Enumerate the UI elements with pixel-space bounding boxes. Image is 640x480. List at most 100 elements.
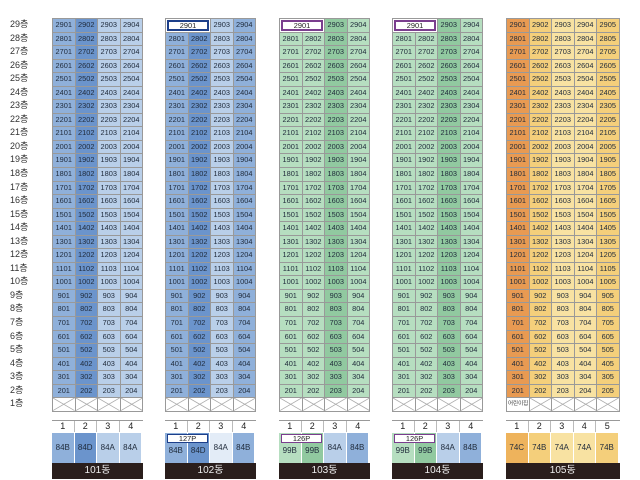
unit-cell[interactable]: 1504 — [120, 208, 143, 223]
unit-cell[interactable]: 903 — [325, 289, 348, 304]
unit-cell[interactable]: 603 — [98, 330, 121, 345]
unit-cell[interactable]: 2901 — [166, 19, 211, 33]
unit-cell[interactable]: 304 — [120, 371, 143, 385]
unit-cell[interactable]: 803 — [325, 303, 348, 318]
unit-cell[interactable]: 402 — [415, 357, 438, 372]
unit-cell[interactable]: 502 — [302, 344, 325, 358]
unit-cell[interactable]: 1802 — [188, 168, 211, 182]
unit-cell[interactable]: 2504 — [347, 73, 370, 87]
unit-cell[interactable]: 203 — [325, 384, 348, 399]
combined-unit-box[interactable]: 2901 — [394, 20, 436, 31]
unit-cell[interactable]: 902 — [415, 289, 438, 304]
unit-cell[interactable]: 2802 — [529, 32, 552, 47]
unit-cell[interactable]: 2304 — [120, 100, 143, 114]
unit-cell[interactable]: 1002 — [75, 276, 98, 290]
unit-cell[interactable]: 1601 — [166, 195, 189, 209]
unit-cell[interactable]: 2804 — [574, 32, 597, 47]
unit-cell[interactable]: 1302 — [188, 235, 211, 250]
unit-cell[interactable]: 1903 — [325, 154, 348, 169]
unit-cell[interactable]: 1503 — [211, 208, 234, 223]
unit-cell[interactable]: 603 — [325, 330, 348, 345]
unit-cell[interactable]: 403 — [552, 357, 575, 372]
unit-cell[interactable]: 1102 — [188, 262, 211, 277]
unit-cell[interactable]: 504 — [460, 344, 483, 358]
unit-cell[interactable]: 1103 — [98, 262, 121, 277]
unit-cell[interactable]: 704 — [120, 317, 143, 331]
unit-cell[interactable]: 2304 — [460, 100, 483, 114]
unit-cell[interactable]: 2401 — [507, 86, 530, 101]
unit-cell[interactable]: 2404 — [233, 86, 256, 101]
unit-cell[interactable]: 2802 — [188, 32, 211, 47]
unit-cell[interactable]: 501 — [393, 344, 416, 358]
unit-cell[interactable]: 504 — [347, 344, 370, 358]
unit-cell[interactable]: 1701 — [280, 181, 303, 196]
unit-cell[interactable]: 204 — [347, 384, 370, 399]
unit-cell[interactable]: 801 — [166, 303, 189, 318]
unit-cell[interactable]: 704 — [460, 317, 483, 331]
unit-cell[interactable]: 1404 — [460, 222, 483, 236]
unit-cell[interactable]: 1503 — [552, 208, 575, 223]
unit-cell[interactable]: 2803 — [438, 32, 461, 47]
unit-cell[interactable]: 2901 — [393, 19, 438, 33]
unit-cell[interactable]: 2602 — [75, 59, 98, 74]
unit-cell[interactable]: 802 — [415, 303, 438, 318]
unit-cell[interactable]: 1402 — [415, 222, 438, 236]
unit-cell[interactable]: 2404 — [460, 86, 483, 101]
unit-cell[interactable]: 1402 — [188, 222, 211, 236]
unit-cell[interactable]: 505 — [597, 344, 620, 358]
unit-cell[interactable]: 2601 — [166, 59, 189, 74]
unit-cell[interactable]: 504 — [574, 344, 597, 358]
unit-cell[interactable]: 303 — [211, 371, 234, 385]
unit-cell[interactable]: 2403 — [98, 86, 121, 101]
unit-cell[interactable]: 503 — [438, 344, 461, 358]
unit-cell[interactable]: 2201 — [166, 113, 189, 128]
unit-cell[interactable]: 703 — [211, 317, 234, 331]
unit-cell[interactable]: 2101 — [507, 127, 530, 141]
unit-cell[interactable]: 2204 — [233, 113, 256, 128]
unit-cell[interactable]: 1703 — [98, 181, 121, 196]
unit-cell[interactable]: 403 — [438, 357, 461, 372]
unit-cell[interactable]: 2701 — [393, 46, 416, 60]
unit-cell[interactable]: 604 — [120, 330, 143, 345]
unit-cell[interactable]: 1101 — [393, 262, 416, 277]
unit-cell[interactable]: 405 — [597, 357, 620, 372]
unit-cell[interactable]: 2003 — [211, 140, 234, 155]
unit-cell[interactable]: 602 — [75, 330, 98, 345]
unit-cell[interactable]: 2203 — [552, 113, 575, 128]
unit-cell[interactable]: 1403 — [211, 222, 234, 236]
unit-cell[interactable]: 2301 — [280, 100, 303, 114]
unit-cell[interactable]: 2701 — [280, 46, 303, 60]
unit-cell[interactable]: 2502 — [302, 73, 325, 87]
unit-cell[interactable]: 901 — [393, 289, 416, 304]
unit-cell[interactable]: 403 — [325, 357, 348, 372]
unit-cell[interactable]: 604 — [233, 330, 256, 345]
unit-cell[interactable]: 802 — [302, 303, 325, 318]
unit-cell[interactable]: 803 — [552, 303, 575, 318]
unit-cell[interactable]: 2401 — [53, 86, 76, 101]
unit-cell[interactable]: 2803 — [98, 32, 121, 47]
unit-cell[interactable]: 804 — [233, 303, 256, 318]
unit-cell[interactable]: 1501 — [280, 208, 303, 223]
unit-cell[interactable]: 2301 — [393, 100, 416, 114]
unit-cell[interactable]: 2003 — [325, 140, 348, 155]
unit-cell[interactable]: 1403 — [552, 222, 575, 236]
unit-cell[interactable]: 1603 — [552, 195, 575, 209]
unit-cell[interactable]: 1805 — [597, 168, 620, 182]
unit-cell[interactable]: 701 — [53, 317, 76, 331]
unit-cell[interactable]: 1703 — [325, 181, 348, 196]
unit-cell[interactable]: 2604 — [574, 59, 597, 74]
unit-cell[interactable]: 204 — [233, 384, 256, 399]
unit-cell[interactable]: 2302 — [415, 100, 438, 114]
unit-cell[interactable]: 303 — [438, 371, 461, 385]
unit-cell[interactable]: 302 — [415, 371, 438, 385]
unit-cell[interactable]: 1901 — [280, 154, 303, 169]
unit-cell[interactable]: 302 — [529, 371, 552, 385]
unit-cell[interactable]: 702 — [529, 317, 552, 331]
combined-unit-box[interactable]: 2901 — [281, 20, 323, 31]
unit-cell[interactable]: 2102 — [302, 127, 325, 141]
unit-cell[interactable]: 2402 — [75, 86, 98, 101]
unit-cell[interactable]: 203 — [552, 384, 575, 399]
unit-cell[interactable]: 1003 — [552, 276, 575, 290]
unit-cell[interactable]: 2501 — [53, 73, 76, 87]
unit-cell[interactable]: 1703 — [211, 181, 234, 196]
